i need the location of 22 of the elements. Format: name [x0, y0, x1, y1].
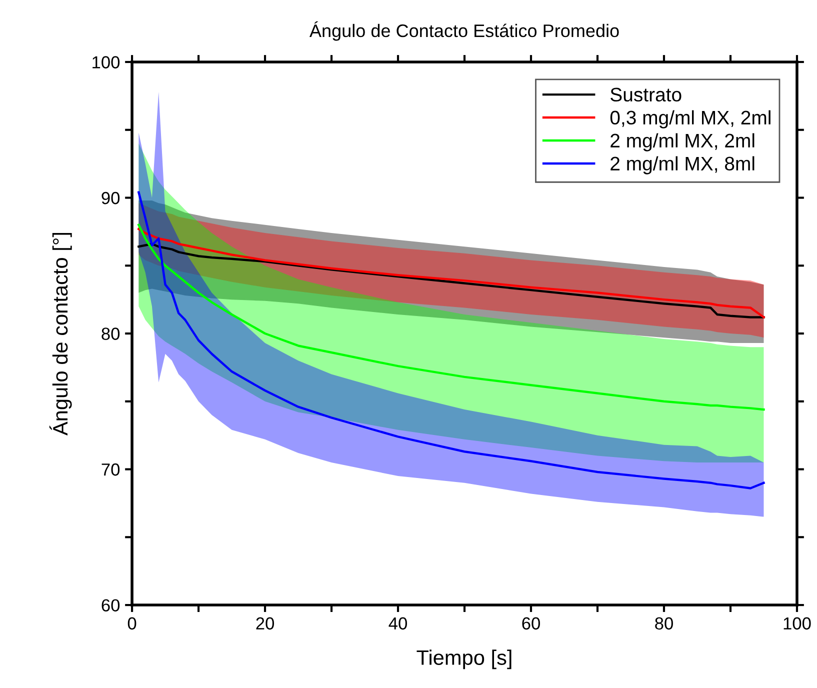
x-tick-label: 100 — [784, 617, 811, 630]
y-tick-label: 80 — [102, 328, 120, 340]
x-tick-label: 80 — [655, 617, 673, 630]
line-series — [138, 228, 765, 318]
line-series — [138, 242, 765, 318]
legend-label: 2 mg/ml MX, 8ml — [610, 156, 754, 174]
x-tick-label: 40 — [388, 617, 407, 630]
line-series — [138, 224, 765, 411]
y-axis-title: Ángulo de contacto [°] — [49, 232, 72, 436]
y-tick-label: 100 — [92, 56, 120, 68]
x-tick-label: 20 — [256, 617, 274, 630]
y-tick-label: 70 — [102, 463, 120, 476]
legend-label: 0,3 mg/ml MX, 2ml — [610, 110, 770, 128]
y-tick-label: 90 — [102, 192, 120, 204]
chart-title: Ángulo de Contacto Estático Promedio — [309, 21, 619, 41]
legend-label: Sustrato — [610, 88, 682, 102]
x-tick-label: 0 — [128, 617, 136, 630]
x-axis-title: Tiempo [s] — [416, 650, 512, 670]
x-tick-label: 60 — [522, 617, 540, 630]
y-tick-label: 60 — [102, 599, 120, 612]
line-series — [138, 191, 765, 490]
legend-label: 2 mg/ml MX, 2ml — [610, 133, 754, 152]
